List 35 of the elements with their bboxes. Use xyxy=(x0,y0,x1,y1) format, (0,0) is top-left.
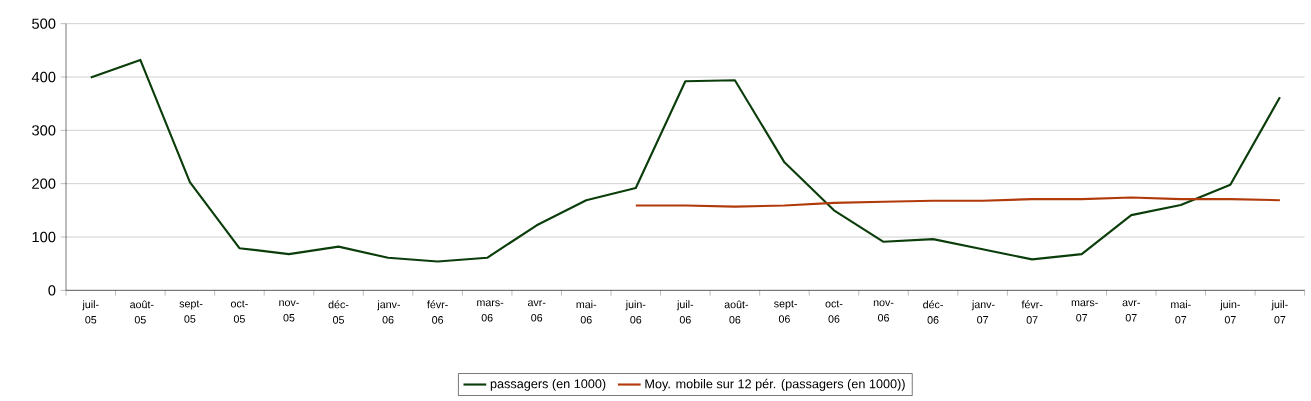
x-tick-label: août-06 xyxy=(724,300,749,324)
x-tick-label: avr-06 xyxy=(527,300,546,322)
y-tick-label: 0 xyxy=(48,285,56,296)
x-tick-label: mars-06 xyxy=(477,300,504,322)
x-tick-label: janv-06 xyxy=(377,300,401,324)
x-tick-label: nov-05 xyxy=(279,300,299,322)
x-tick-label: févr-07 xyxy=(1021,300,1043,324)
x-tick-label: juin-07 xyxy=(1220,300,1240,324)
x-tick-label: juil-05 xyxy=(82,300,99,324)
x-tick-label: août-05 xyxy=(130,300,154,324)
x-tick-label: avr-07 xyxy=(1122,300,1140,322)
y-tick-label: 400 xyxy=(31,71,56,83)
y-tick-label: 300 xyxy=(32,125,56,136)
x-tick-label: oct-06 xyxy=(825,300,843,323)
x-tick-label: juin-06 xyxy=(625,300,646,324)
legend-label: passagers (en 1000) xyxy=(490,378,606,391)
x-tick-label: déc-05 xyxy=(328,300,349,324)
x-tick-label: janv-07 xyxy=(971,300,995,324)
y-tick-label: 500 xyxy=(32,18,56,29)
x-tick-label: juil-07 xyxy=(1271,300,1288,324)
x-tick-label: mai-07 xyxy=(1171,300,1191,324)
x-tick-label: févr-06 xyxy=(427,300,448,324)
x-tick-label: nov-06 xyxy=(873,300,894,322)
line-series xyxy=(634,196,1281,208)
x-tick-label: déc-06 xyxy=(923,300,943,324)
y-tick-label: 200 xyxy=(32,178,56,189)
x-tick-label: mai-06 xyxy=(576,300,597,324)
x-tick-label: oct-05 xyxy=(230,300,248,323)
y-tick-label: 100 xyxy=(32,231,56,243)
x-tick-label: sept-05 xyxy=(179,300,203,323)
x-tick-label: sept-06 xyxy=(774,300,797,323)
x-tick-label: juil-06 xyxy=(676,300,694,324)
line-series xyxy=(89,58,1281,263)
legend-label: Moy. mobile sur 12 pér. (passagers (en 1000)) xyxy=(645,378,905,391)
x-tick-label: mars-07 xyxy=(1071,300,1098,322)
